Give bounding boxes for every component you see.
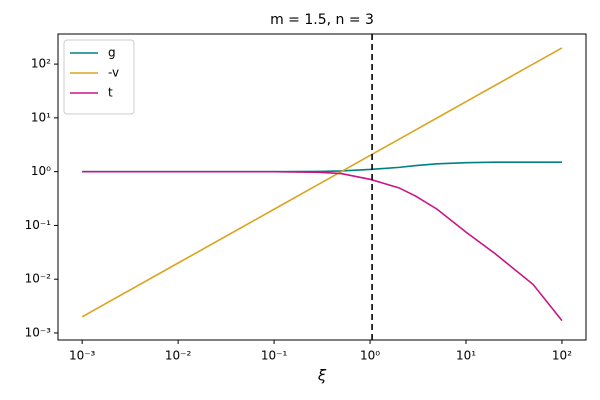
- legend-label: g: [108, 46, 116, 60]
- y-tick-label: 10⁻³: [25, 325, 52, 339]
- y-tick-label: 10²: [31, 57, 51, 71]
- x-tick-label: 10⁻³: [69, 349, 96, 363]
- x-tick-label: 10⁻¹: [261, 349, 288, 363]
- series-line: [82, 161, 562, 173]
- x-tick-label: 10⁻²: [165, 349, 192, 363]
- x-tick-label: 10¹: [456, 349, 476, 363]
- legend-label: t: [108, 86, 113, 100]
- chart-title: m = 1.5, n = 3: [270, 12, 374, 28]
- x-axis-label: ξ: [317, 367, 327, 385]
- legend-box: [63, 39, 135, 115]
- x-tick-label: 10⁰: [360, 349, 380, 363]
- y-tick-label: 10⁻¹: [25, 218, 52, 232]
- legend-label: -v: [108, 66, 119, 80]
- y-tick-label: 10⁻²: [25, 272, 52, 286]
- series-line: [81, 47, 563, 318]
- x-tick-label: 10²: [552, 349, 572, 363]
- y-tick-label: 10⁰: [31, 164, 51, 178]
- y-tick-label: 10¹: [31, 110, 51, 124]
- plot-frame: [57, 33, 587, 341]
- series-line: [82, 170, 563, 322]
